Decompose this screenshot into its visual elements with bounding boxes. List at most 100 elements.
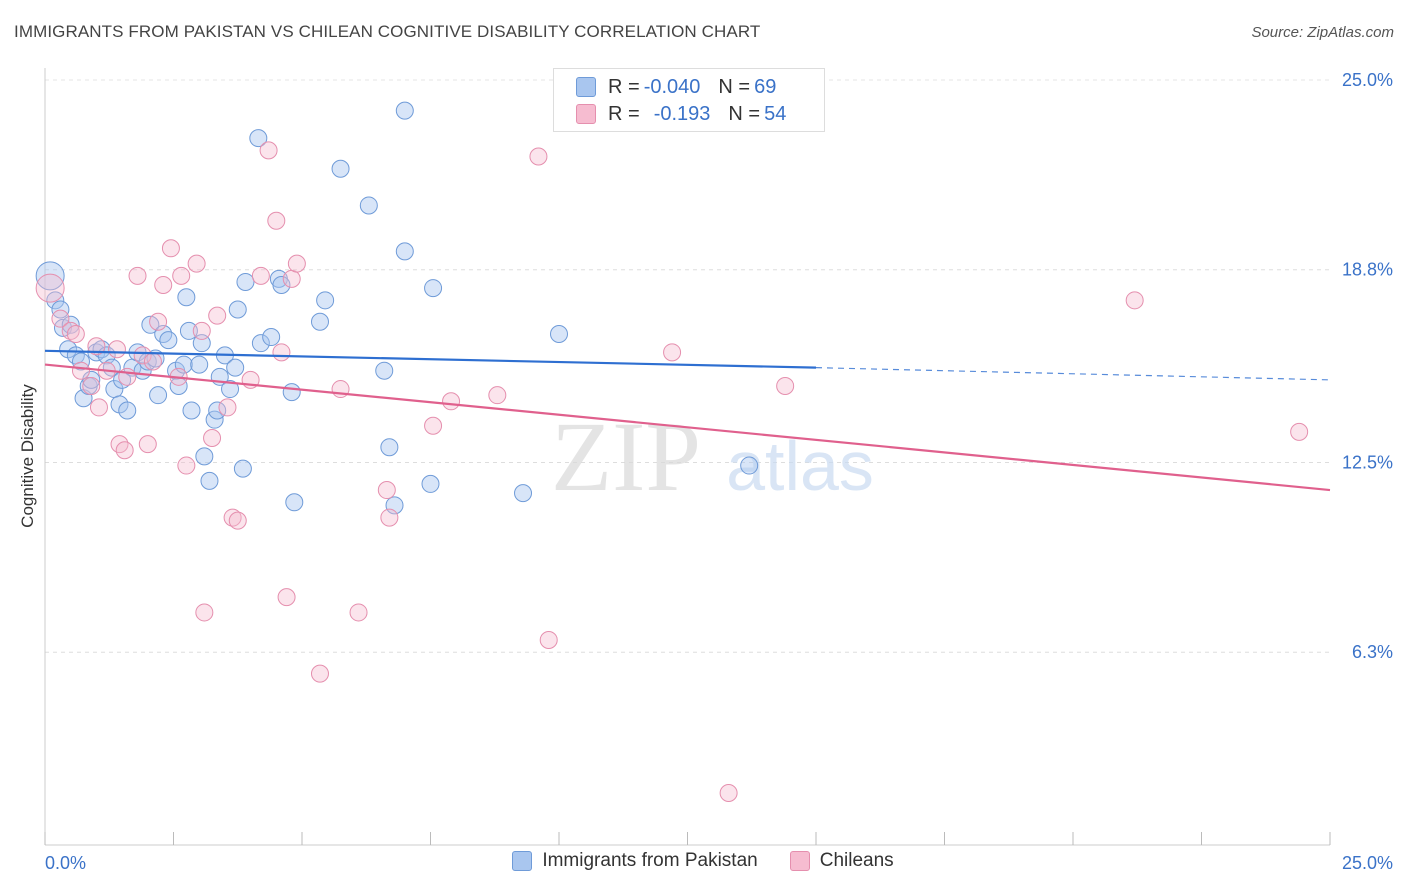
data-point xyxy=(107,340,126,359)
data-point xyxy=(287,254,306,273)
data-point xyxy=(249,129,268,148)
series-legend-pakistan: Immigrants from Pakistan xyxy=(512,850,758,872)
data-point xyxy=(71,361,90,380)
data-point xyxy=(192,321,211,340)
data-point xyxy=(66,324,85,343)
data-point xyxy=(89,398,108,417)
data-point xyxy=(272,276,291,295)
data-point xyxy=(182,401,201,420)
data-points xyxy=(35,101,1309,802)
data-point xyxy=(233,459,252,478)
data-point xyxy=(138,435,157,454)
data-point xyxy=(149,312,168,331)
data-point xyxy=(118,367,137,386)
data-point xyxy=(359,196,378,215)
data-point xyxy=(35,273,65,303)
data-point xyxy=(663,343,682,362)
data-point xyxy=(218,398,237,417)
data-point xyxy=(539,630,558,649)
axes xyxy=(44,68,1331,846)
data-point xyxy=(259,141,278,160)
data-point xyxy=(421,474,440,493)
data-point xyxy=(395,101,414,120)
data-point xyxy=(92,340,111,359)
legend-swatch-chileans xyxy=(576,104,596,124)
data-point xyxy=(161,239,180,258)
legend-r-value: -0.193 xyxy=(653,102,711,125)
data-point xyxy=(87,337,106,356)
data-point xyxy=(529,147,548,166)
data-point xyxy=(71,352,90,371)
data-point xyxy=(61,321,80,340)
data-point xyxy=(285,493,304,512)
data-point xyxy=(380,508,399,527)
data-point xyxy=(267,211,286,230)
legend-n-value: 54 xyxy=(764,102,787,125)
data-point xyxy=(46,291,65,310)
data-point xyxy=(236,272,255,291)
data-point xyxy=(128,266,147,285)
data-point xyxy=(51,300,70,319)
y-axis-label: Cognitive Disability xyxy=(18,384,37,528)
data-point xyxy=(35,261,65,291)
trend-line-pakistan-extension xyxy=(815,367,1331,381)
data-point xyxy=(221,380,240,399)
data-point xyxy=(310,664,329,683)
data-point xyxy=(82,370,101,389)
data-point xyxy=(310,312,329,331)
data-point xyxy=(282,269,301,288)
data-point xyxy=(110,435,129,454)
legend-row-chileans: R = -0.193 N = 54 xyxy=(576,101,786,127)
data-point xyxy=(223,508,242,527)
data-point xyxy=(251,334,270,353)
data-point xyxy=(159,331,178,350)
data-point xyxy=(277,588,296,607)
data-point xyxy=(272,343,291,362)
data-point xyxy=(228,300,247,319)
data-point xyxy=(133,346,152,365)
y-tick-label: 25.0% xyxy=(1342,70,1393,90)
data-point xyxy=(228,511,247,530)
data-point xyxy=(776,377,795,395)
data-point xyxy=(377,481,396,500)
chart-title: IMMIGRANTS FROM PAKISTAN VS CHILEAN COGN… xyxy=(14,22,761,41)
series-label-pakistan: Immigrants from Pakistan xyxy=(542,850,758,871)
data-point xyxy=(187,254,206,273)
legend-n-value: 69 xyxy=(754,75,777,98)
y-tick-label: 6.3% xyxy=(1352,642,1393,662)
x-tick-label: 0.0% xyxy=(45,853,86,873)
data-point xyxy=(179,321,198,340)
watermark-zip: ZIP xyxy=(551,401,701,512)
data-point xyxy=(195,447,214,466)
data-point xyxy=(1125,291,1144,310)
tick-labels: 25.0% 18.8% 12.5% 6.3% 0.0% 25.0% xyxy=(45,70,1393,873)
watermark-atlas: atlas xyxy=(726,427,874,505)
data-point xyxy=(488,386,507,405)
data-point xyxy=(375,361,394,380)
data-point xyxy=(82,377,101,395)
source-credit: Source: ZipAtlas.com xyxy=(1251,24,1394,41)
series-legend-chileans: Chileans xyxy=(789,850,894,872)
data-point xyxy=(514,484,533,503)
data-point xyxy=(195,603,214,622)
series-swatch-chileans xyxy=(789,851,810,871)
data-point xyxy=(316,291,335,310)
data-point xyxy=(226,358,245,377)
data-point xyxy=(1290,422,1309,441)
data-point xyxy=(190,355,209,374)
data-point xyxy=(282,383,301,402)
data-point xyxy=(192,334,211,353)
data-point xyxy=(550,324,568,343)
legend-r-label: R = xyxy=(608,102,640,125)
data-point xyxy=(208,401,227,420)
series-label-chileans: Chileans xyxy=(819,850,894,871)
series-legend: Immigrants from Pakistan Chileans xyxy=(0,850,1406,872)
trend-lines xyxy=(44,349,1331,492)
trend-line-pakistan xyxy=(44,349,817,369)
data-point xyxy=(349,603,368,622)
data-point xyxy=(719,783,738,802)
legend-row-pakistan: R = -0.040 N = 69 xyxy=(576,74,776,100)
data-point xyxy=(203,429,222,448)
data-point xyxy=(208,306,227,325)
